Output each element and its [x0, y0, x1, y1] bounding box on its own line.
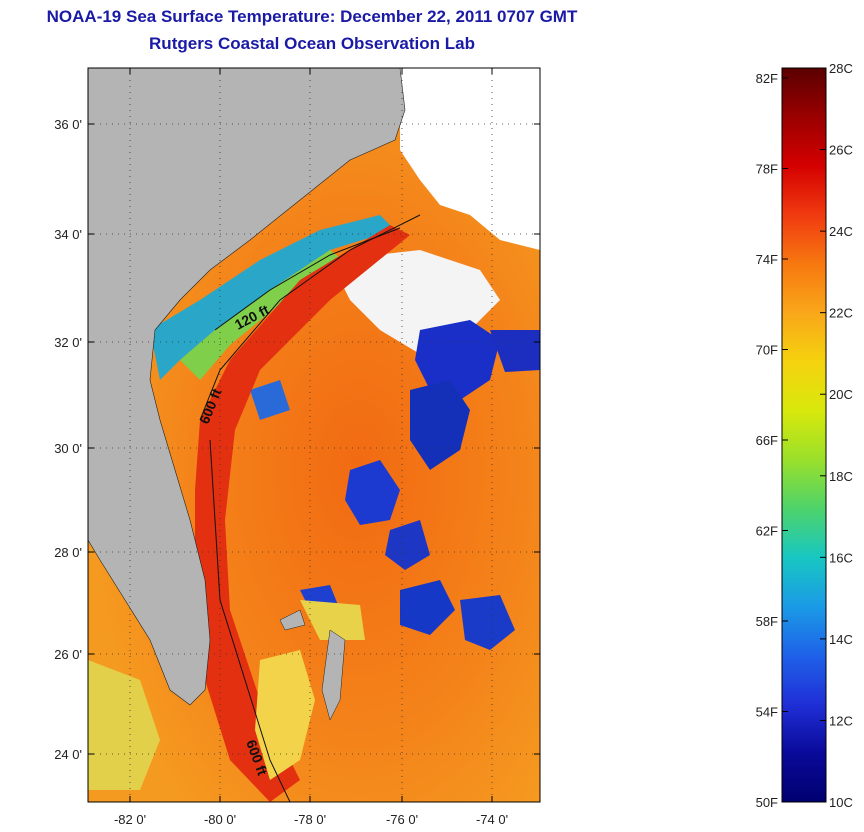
graticule: [88, 68, 540, 802]
cold-water-patch: [410, 380, 470, 470]
cloud-mask: [400, 68, 540, 250]
cold-water-patch: [415, 320, 500, 400]
latitude-tick-label: 32 0': [54, 335, 82, 350]
island: [279, 609, 306, 631]
colorbar-celsius-label: 10C: [829, 795, 853, 810]
colorbar-celsius-label: 12C: [829, 713, 853, 728]
latitude-tick-label: 26 0': [54, 647, 82, 662]
bahama-bank: [300, 600, 365, 640]
colorbar-fahrenheit-label: 78F: [756, 162, 778, 177]
gulf-stream-core: [195, 225, 410, 802]
colorbar-fahrenheit-label: 54F: [756, 705, 778, 720]
map-subtitle: Rutgers Coastal Ocean Observation Lab: [149, 34, 475, 53]
colorbar-celsius-scale: 28C 26C 24C 22C 20C 18C 16C 14C 12C 10C: [820, 61, 853, 810]
colorbar-celsius-label: 18C: [829, 469, 853, 484]
colorbar-celsius-label: 20C: [829, 387, 853, 402]
map-title: NOAA-19 Sea Surface Temperature: Decembe…: [46, 7, 578, 26]
latitude-axis: 36 0' 34 0' 32 0' 30 0' 28 0' 26 0' 24 0': [54, 117, 540, 762]
cold-water-patch: [345, 460, 400, 525]
map-frame: [87, 67, 541, 803]
bahama-bank: [255, 650, 315, 780]
cold-water-patch: [385, 520, 430, 570]
longitude-tick-label: -78 0': [294, 812, 326, 827]
longitude-tick-label: -82 0': [114, 812, 146, 827]
colorbar-celsius-label: 26C: [829, 143, 853, 158]
latitude-tick-label: 36 0': [54, 117, 82, 132]
longitude-tick-label: -80 0': [204, 812, 236, 827]
coastal-cool-band: [150, 215, 395, 380]
longitude-tick-label: -76 0': [386, 812, 418, 827]
isobath-600ft: [209, 439, 291, 802]
colorbar: [781, 67, 827, 803]
longitude-axis: -82 0' -80 0' -78 0' -76 0' -74 0': [114, 68, 508, 827]
colorbar-fahrenheit-label: 50F: [756, 795, 778, 810]
colorbar-fahrenheit-label: 82F: [756, 71, 778, 86]
colorbar-fahrenheit-label: 66F: [756, 433, 778, 448]
florida-bay-shallows: [88, 660, 160, 790]
cold-water-patch: [400, 580, 455, 635]
longitude-tick-label: -74 0': [476, 812, 508, 827]
land-mass: [88, 68, 406, 706]
isobath-600ft: [199, 214, 421, 421]
cold-water-patch: [250, 380, 290, 420]
latitude-tick-label: 28 0': [54, 545, 82, 560]
colorbar-celsius-label: 16C: [829, 550, 853, 565]
colorbar-fahrenheit-label: 62F: [756, 524, 778, 539]
isobath-120ft: [214, 227, 401, 331]
colorbar-celsius-label: 24C: [829, 224, 853, 239]
latitude-tick-label: 30 0': [54, 441, 82, 456]
cold-water-patch: [460, 595, 515, 650]
cold-water-patch: [490, 330, 540, 372]
colorbar-celsius-label: 22C: [829, 306, 853, 321]
colorbar-celsius-label: 28C: [829, 61, 853, 76]
island: [321, 629, 346, 721]
colorbar-fahrenheit-label: 74F: [756, 252, 778, 267]
latitude-tick-label: 24 0': [54, 747, 82, 762]
colorbar-fahrenheit-scale: 82F 78F 74F 70F 66F 62F 58F 54F 50F: [756, 71, 788, 810]
colorbar-celsius-label: 14C: [829, 632, 853, 647]
latitude-tick-label: 34 0': [54, 227, 82, 242]
colorbar-fahrenheit-label: 58F: [756, 614, 778, 629]
colorbar-fahrenheit-label: 70F: [756, 343, 778, 358]
map-panel: [88, 68, 540, 802]
